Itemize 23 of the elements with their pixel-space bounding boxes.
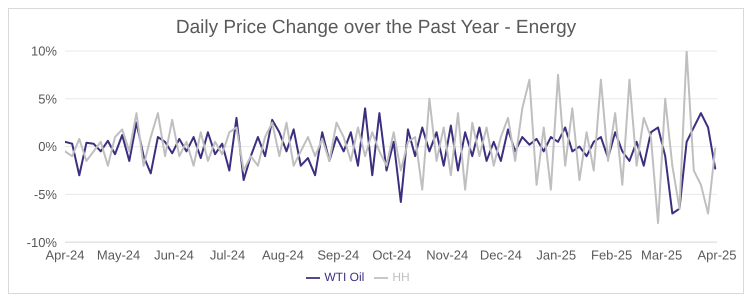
x-tick-label: May-24 bbox=[96, 247, 140, 262]
x-tick-label: Sep-24 bbox=[317, 247, 360, 262]
y-tick-label: -5% bbox=[34, 186, 58, 202]
y-tick-label: -10% bbox=[26, 234, 58, 250]
legend-label: HH bbox=[392, 270, 410, 284]
x-tick-label: Apr-24 bbox=[45, 247, 85, 262]
x-tick-label: Apr-25 bbox=[697, 247, 737, 262]
y-tick-label: 5% bbox=[38, 91, 58, 106]
chart-title: Daily Price Change over the Past Year - Energy bbox=[174, 17, 578, 39]
x-tick-label: Aug-24 bbox=[262, 247, 304, 262]
x-tick-label: Jun-24 bbox=[154, 247, 194, 262]
x-tick-label: Jan-25 bbox=[536, 247, 576, 262]
line-series bbox=[65, 107, 716, 214]
y-tick-label: 0% bbox=[38, 139, 58, 154]
x-tick-label: Jul-24 bbox=[210, 247, 246, 262]
y-tick-label: 10% bbox=[30, 44, 58, 59]
x-tick-label: Feb-25 bbox=[591, 247, 632, 262]
x-tick-label: Oct-24 bbox=[372, 247, 412, 262]
legend-label: WTI Oil bbox=[324, 270, 364, 284]
x-tick-label: Dec-24 bbox=[480, 247, 522, 262]
x-tick-label: Nov-24 bbox=[426, 247, 468, 262]
x-tick-label: Mar-25 bbox=[641, 247, 682, 262]
line-series bbox=[65, 51, 716, 224]
